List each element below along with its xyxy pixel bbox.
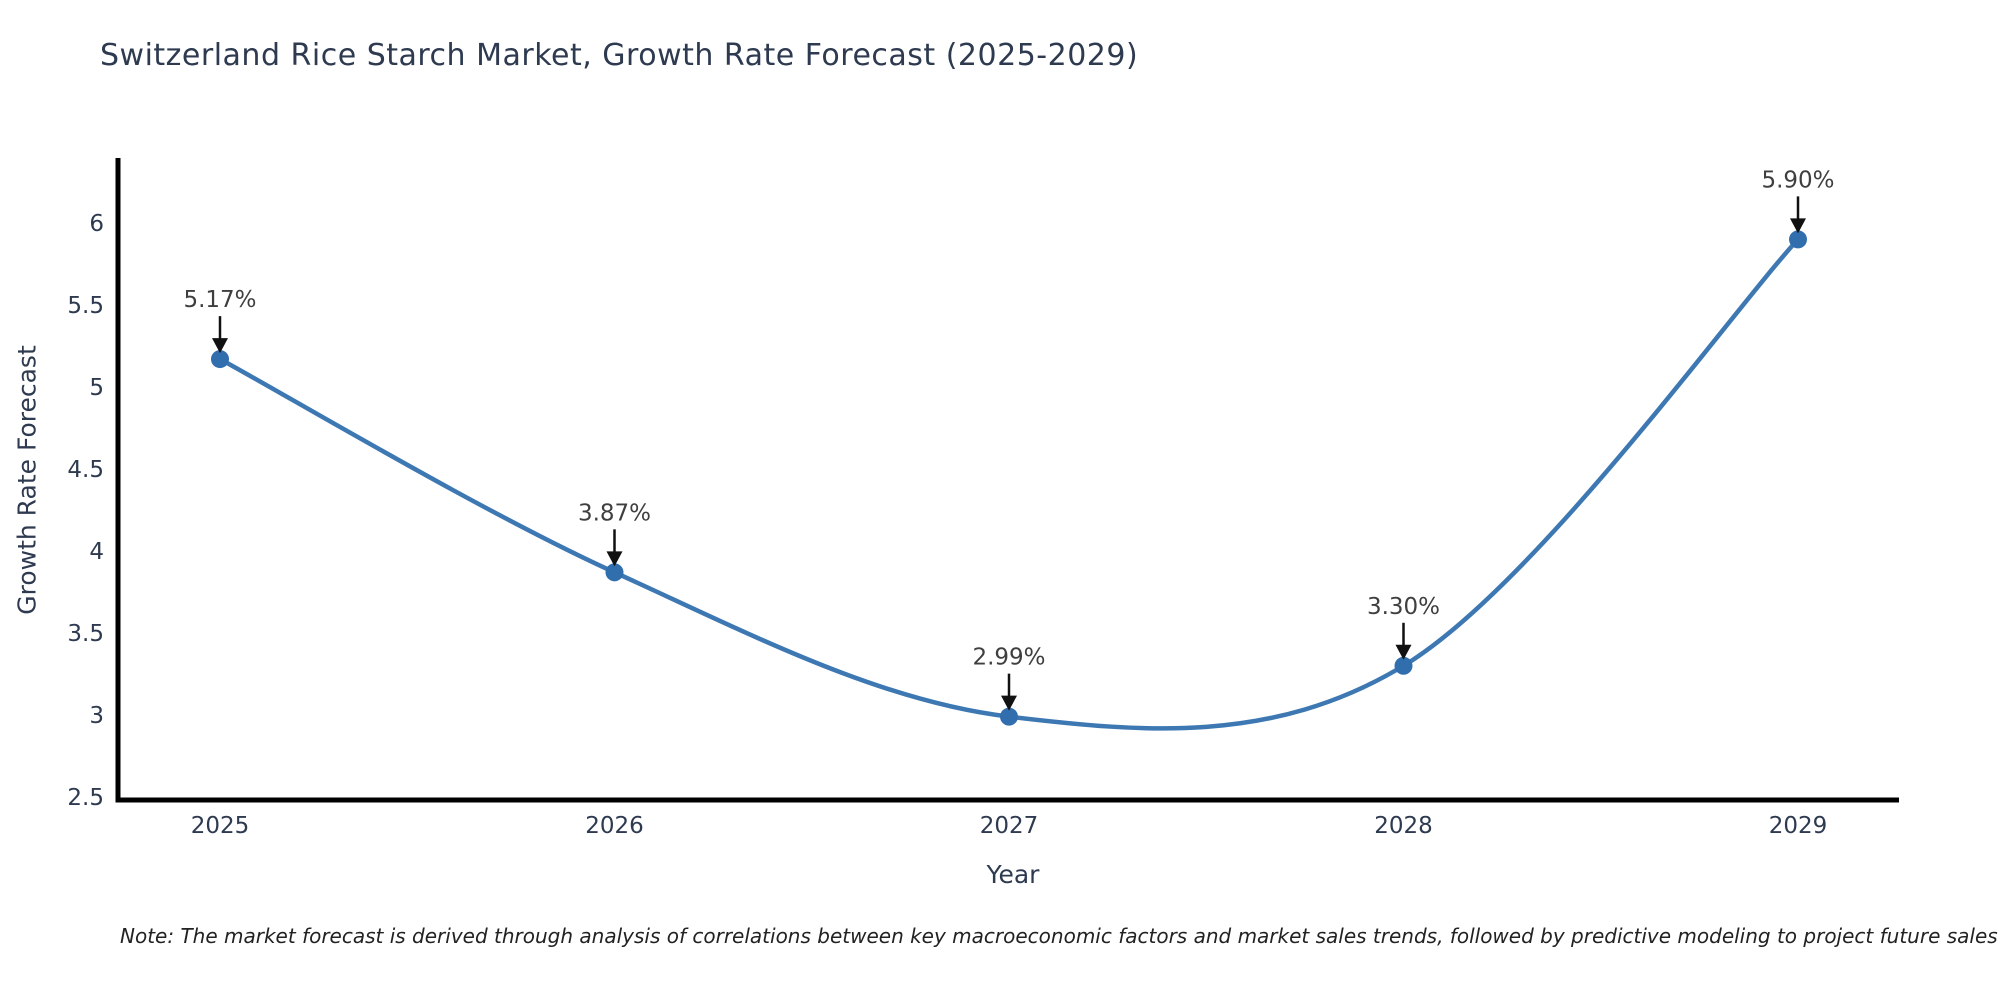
footnote: Note: The market forecast is derived thr…	[120, 924, 1998, 948]
data-point-2028	[1394, 656, 1413, 675]
trend-line	[217, 237, 1801, 731]
x-tick-label: 2026	[585, 813, 644, 839]
y-tick-label: 5.5	[67, 293, 104, 319]
x-tick-label: 2029	[1769, 813, 1828, 839]
data-point-2029	[1789, 230, 1807, 249]
annotation-label: 2.99%	[972, 645, 1045, 671]
y-tick-label: 3	[89, 703, 104, 729]
data-point-2026	[605, 563, 624, 582]
x-axis-title: Year	[986, 860, 1040, 889]
x-tick-label: 2028	[1374, 813, 1433, 839]
annotation-label: 3.87%	[578, 500, 651, 526]
y-tick-label: 3.5	[67, 621, 104, 647]
data-point-2027	[1000, 707, 1018, 726]
annotation-arrow-head	[1395, 644, 1412, 660]
x-tick-label: 2027	[980, 813, 1039, 839]
annotation-arrow-head	[1001, 695, 1017, 711]
data-point-2025	[211, 350, 229, 369]
chart-title: Switzerland Rice Starch Market, Growth R…	[100, 38, 1139, 73]
y-tick-label: 6	[89, 211, 104, 237]
annotation-arrow-head	[606, 551, 623, 567]
x-tick-label: 2025	[191, 813, 250, 839]
y-tick-label: 2.5	[67, 785, 104, 811]
annotation-label: 5.17%	[183, 287, 256, 313]
annotation-label: 3.30%	[1367, 594, 1440, 620]
y-tick-label: 5	[89, 375, 104, 401]
y-tick-label: 4.5	[67, 457, 104, 483]
annotation-label: 5.90%	[1761, 167, 1834, 193]
annotation-arrow-head	[212, 338, 228, 354]
annotation-arrow-head	[1790, 218, 1806, 234]
y-tick-label: 4	[89, 539, 104, 565]
